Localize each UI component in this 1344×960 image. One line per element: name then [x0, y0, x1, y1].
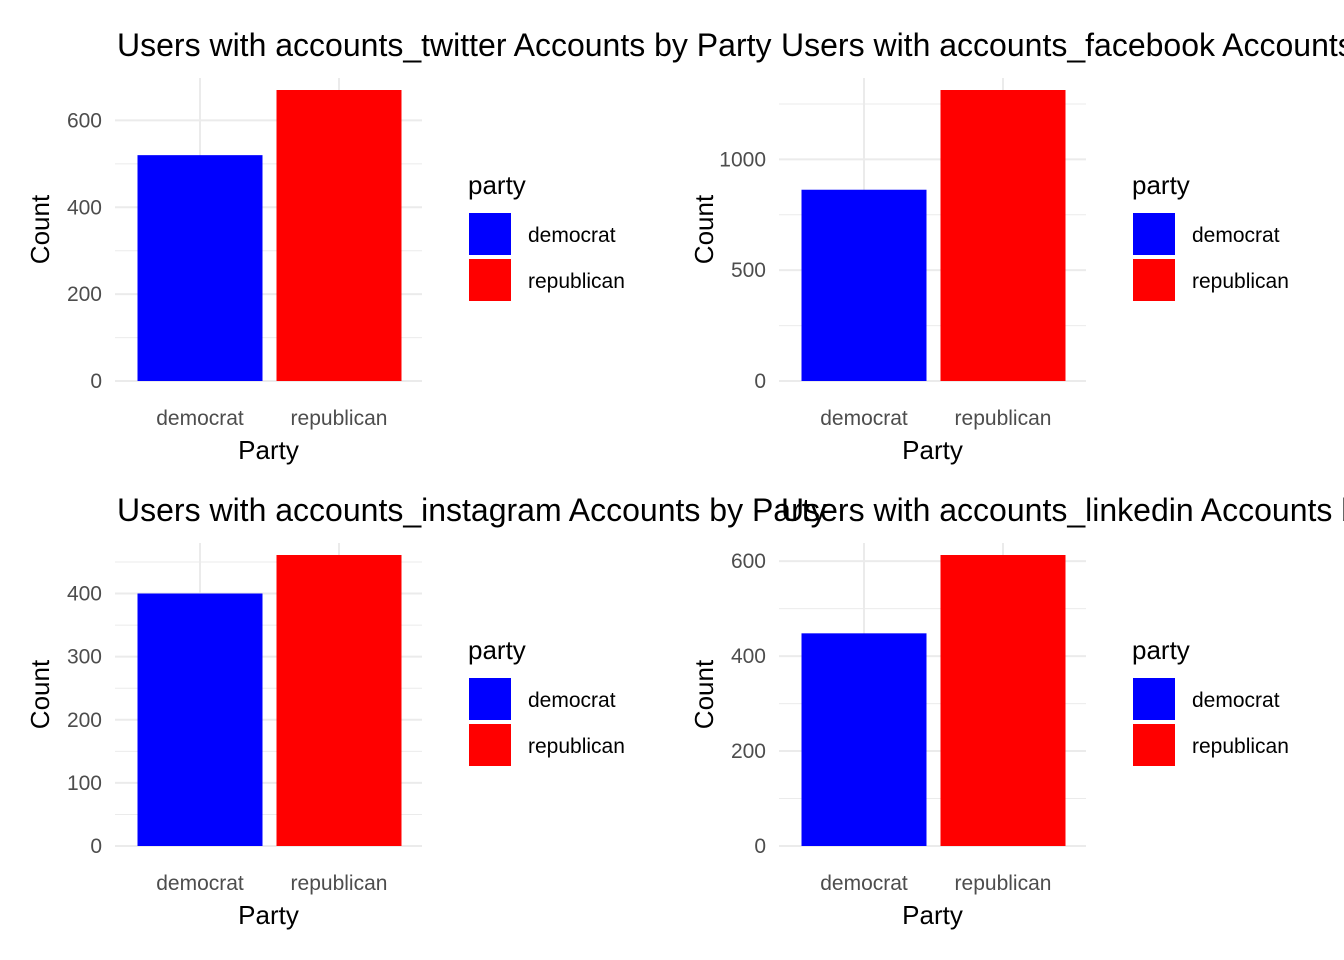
legend-key-republican	[469, 724, 511, 766]
bar-democrat	[137, 593, 263, 846]
y-tick-label: 0	[90, 370, 102, 393]
y-tick-label: 0	[754, 370, 766, 393]
bar-democrat	[137, 155, 263, 381]
legend-title: party	[468, 635, 526, 665]
legend-label-republican: republican	[528, 270, 625, 293]
y-tick-label: 0	[90, 835, 102, 858]
legend: party democrat republican	[1132, 170, 1289, 301]
bar-democrat	[801, 633, 927, 846]
legend-label-republican: republican	[1192, 735, 1289, 758]
x-tick-label: republican	[955, 407, 1052, 430]
chart-panel-1: 0 500 1000 democrat republican Party Count User…	[689, 27, 1344, 465]
x-axis-label: Party	[902, 435, 963, 465]
bar-republican	[940, 555, 1066, 846]
bar-republican	[940, 90, 1066, 381]
x-tick-label: republican	[291, 407, 388, 430]
bar-republican	[276, 555, 402, 846]
x-axis-label: Party	[902, 900, 963, 930]
legend-label-democrat: democrat	[528, 224, 616, 247]
legend-key-republican	[469, 259, 511, 301]
bar-republican	[276, 90, 402, 381]
chart-panel-3: 0 200 400 600 democrat republican Party Count Us…	[689, 492, 1344, 930]
y-tick-label: 400	[731, 645, 766, 668]
x-tick-label: republican	[955, 872, 1052, 895]
legend: party democrat republican	[468, 635, 625, 766]
chart-panel-0: 0 200 400 600 democrat republican Party Count Us…	[25, 27, 771, 465]
legend: party democrat republican	[468, 170, 625, 301]
legend-key-democrat	[1133, 213, 1175, 255]
y-tick-label: 200	[67, 709, 102, 732]
y-tick-label: 100	[67, 772, 102, 795]
y-tick-label: 600	[731, 550, 766, 573]
x-tick-label: democrat	[156, 407, 244, 430]
chart-title: Users with accounts_linkedin Accounts by…	[781, 492, 1344, 528]
y-tick-label: 1000	[719, 148, 766, 171]
x-tick-label: republican	[291, 872, 388, 895]
y-tick-label: 500	[731, 259, 766, 282]
legend-key-democrat	[1133, 678, 1175, 720]
bar-democrat	[801, 189, 927, 381]
x-tick-label: democrat	[820, 872, 908, 895]
chart-title: Users with accounts_facebook Accounts by…	[781, 27, 1344, 63]
chart-title: Users with accounts_instagram Accounts b…	[117, 492, 827, 528]
legend-key-republican	[1133, 724, 1175, 766]
legend-label-republican: republican	[1192, 270, 1289, 293]
y-tick-label: 400	[67, 196, 102, 219]
y-tick-label: 400	[67, 583, 102, 606]
y-tick-label: 200	[67, 283, 102, 306]
y-axis-label: Count	[25, 194, 55, 264]
legend-title: party	[1132, 170, 1190, 200]
legend-label-democrat: democrat	[1192, 224, 1280, 247]
legend-label-republican: republican	[528, 735, 625, 758]
y-tick-label: 600	[67, 109, 102, 132]
y-axis-label: Count	[689, 194, 719, 264]
x-axis-label: Party	[238, 900, 299, 930]
legend-title: party	[468, 170, 526, 200]
x-axis-label: Party	[238, 435, 299, 465]
y-axis-label: Count	[25, 659, 55, 729]
legend-key-republican	[1133, 259, 1175, 301]
y-tick-label: 200	[731, 740, 766, 763]
y-tick-label: 0	[754, 835, 766, 858]
chart-title: Users with accounts_twitter Accounts by …	[117, 27, 771, 63]
legend-label-democrat: democrat	[1192, 689, 1280, 712]
x-tick-label: democrat	[820, 407, 908, 430]
legend-key-democrat	[469, 213, 511, 255]
legend-label-democrat: democrat	[528, 689, 616, 712]
y-tick-label: 300	[67, 646, 102, 669]
y-axis-label: Count	[689, 659, 719, 729]
x-tick-label: democrat	[156, 872, 244, 895]
legend-title: party	[1132, 635, 1190, 665]
legend: party democrat republican	[1132, 635, 1289, 766]
legend-key-democrat	[469, 678, 511, 720]
chart-panel-2: 0 100 200 300 400 democrat republican Party Coun…	[25, 492, 827, 930]
